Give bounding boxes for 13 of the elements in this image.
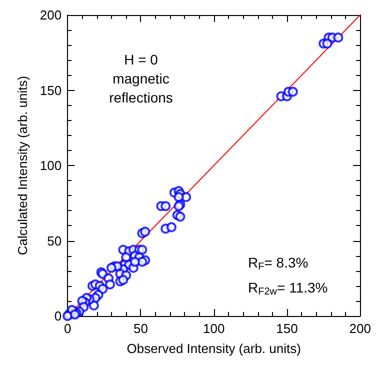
y-tick-label: 150 (40, 82, 62, 98)
x-tick-label: 50 (133, 321, 148, 336)
x-tick-label: 200 (349, 321, 372, 336)
annotation: H = 0 magnetic reflections (109, 52, 173, 106)
x-axis-title: Observed Intensity (arb. units) (126, 341, 301, 356)
y-axis-title: Calculated Intensity (arb. units) (15, 76, 30, 256)
x-tick-label: 100 (203, 321, 225, 336)
x-tick-label: 150 (276, 321, 298, 336)
y-tick-label: 0 (54, 308, 62, 324)
y-tick-label: 100 (40, 158, 62, 173)
x-tick-label: 0 (64, 321, 72, 336)
y-tick-label: 50 (47, 233, 62, 248)
y-tick-label: 200 (40, 8, 62, 22)
